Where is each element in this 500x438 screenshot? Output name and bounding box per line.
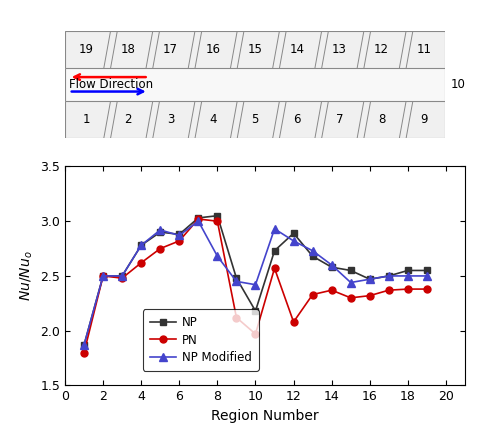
NP <box>157 230 163 235</box>
PN <box>424 286 430 292</box>
Text: 6: 6 <box>294 113 301 126</box>
PN <box>405 286 411 292</box>
NP Modified <box>367 277 373 282</box>
PN <box>157 246 163 251</box>
Text: 1: 1 <box>82 113 90 126</box>
X-axis label: Region Number: Region Number <box>211 409 319 423</box>
NP Modified <box>252 282 258 287</box>
NP <box>196 215 202 221</box>
NP Modified <box>424 273 430 279</box>
NP <box>81 343 87 348</box>
NP Modified <box>290 238 296 244</box>
NP Modified <box>81 343 87 348</box>
PN <box>272 265 278 271</box>
NP Modified <box>119 273 125 279</box>
NP Modified <box>386 273 392 279</box>
PN <box>367 293 373 298</box>
NP <box>405 268 411 273</box>
NP Modified <box>405 273 411 279</box>
Text: 10: 10 <box>450 78 465 91</box>
NP <box>252 308 258 314</box>
Text: Flow Direction: Flow Direction <box>69 78 153 92</box>
NP Modified <box>310 248 316 253</box>
Text: 13: 13 <box>332 43 347 56</box>
Text: 16: 16 <box>206 43 220 56</box>
Text: 4: 4 <box>209 113 216 126</box>
Text: 3: 3 <box>167 113 174 126</box>
NP <box>272 248 278 253</box>
Line: PN: PN <box>80 215 430 356</box>
NP Modified <box>176 233 182 238</box>
NP <box>176 232 182 237</box>
PN <box>252 331 258 336</box>
PN <box>81 350 87 355</box>
PN <box>138 260 144 265</box>
NP Modified <box>272 226 278 231</box>
PN <box>310 292 316 297</box>
PN <box>328 288 334 293</box>
NP <box>214 213 220 219</box>
NP <box>328 265 334 270</box>
NP <box>310 254 316 259</box>
NP Modified <box>214 254 220 259</box>
NP Modified <box>234 279 239 284</box>
PN <box>119 276 125 281</box>
NP Modified <box>138 243 144 248</box>
Text: 11: 11 <box>416 43 432 56</box>
NP <box>100 273 106 279</box>
NP <box>367 277 373 282</box>
PN <box>196 216 202 222</box>
Text: 14: 14 <box>290 43 304 56</box>
PN <box>176 238 182 244</box>
PN <box>386 288 392 293</box>
NP Modified <box>328 262 334 268</box>
PN <box>290 319 296 325</box>
PN <box>214 219 220 224</box>
Text: 9: 9 <box>420 113 428 126</box>
NP <box>424 268 430 273</box>
Y-axis label: $Nu/Nu_o$: $Nu/Nu_o$ <box>18 251 34 301</box>
NP Modified <box>100 273 106 279</box>
Text: 17: 17 <box>163 43 178 56</box>
Text: 8: 8 <box>378 113 386 126</box>
Text: 19: 19 <box>78 43 94 56</box>
Text: 12: 12 <box>374 43 389 56</box>
PN <box>100 273 106 279</box>
NP <box>119 273 125 279</box>
PN <box>234 315 239 320</box>
Text: 7: 7 <box>336 113 343 126</box>
NP Modified <box>196 219 202 224</box>
Text: 18: 18 <box>121 43 136 56</box>
Text: 2: 2 <box>124 113 132 126</box>
NP <box>138 243 144 248</box>
Legend: NP, PN, NP Modified: NP, PN, NP Modified <box>143 309 259 371</box>
NP Modified <box>157 227 163 233</box>
Text: 15: 15 <box>248 43 262 56</box>
NP <box>386 273 392 279</box>
Line: NP: NP <box>80 212 430 348</box>
NP <box>234 276 239 281</box>
Text: 5: 5 <box>252 113 258 126</box>
NP <box>290 230 296 236</box>
NP <box>348 268 354 273</box>
NP Modified <box>348 280 354 285</box>
PN <box>348 295 354 300</box>
Line: NP Modified: NP Modified <box>80 217 431 349</box>
